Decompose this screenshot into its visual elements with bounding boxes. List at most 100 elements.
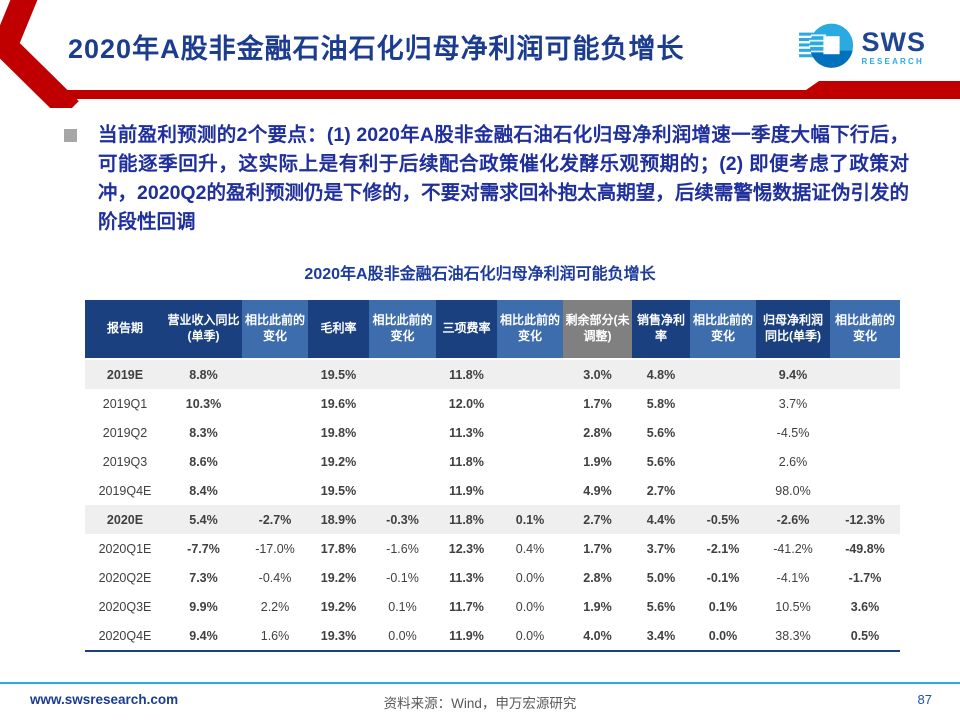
cell-value: 11.7% xyxy=(449,599,484,614)
cell-value: 3.6% xyxy=(850,599,880,614)
column-header: 毛利率 xyxy=(308,300,369,360)
cell-value xyxy=(242,359,308,389)
cell-value: 12.0% xyxy=(448,396,485,411)
cell-value xyxy=(369,476,436,505)
cell-value: 9.4% xyxy=(778,367,808,382)
cell-value xyxy=(242,418,308,447)
cell-value xyxy=(369,418,436,447)
logo-sub-text: RESEARCH xyxy=(861,56,924,66)
column-header: 相比此前的变化 xyxy=(369,300,436,360)
cell-value: 19.5% xyxy=(320,367,357,382)
cell-value: -0.1% xyxy=(706,570,740,585)
cell-value: -1.6% xyxy=(386,541,419,556)
cell-value: -0.5% xyxy=(706,512,740,527)
cell-value xyxy=(690,447,756,476)
cell-value xyxy=(830,418,900,447)
cell-value: 1.7% xyxy=(583,541,612,556)
cell-value xyxy=(497,359,563,389)
cell-value: 5.4% xyxy=(189,512,218,527)
table-row: 2020Q1E -7.7% -17.0% 17.8% -1.6% 12.3% 0.4% 1.7… xyxy=(85,534,900,563)
cell-value: 0.1% xyxy=(515,512,545,527)
cell-value: 0.1% xyxy=(708,599,738,614)
column-header: 报告期 xyxy=(85,300,165,360)
column-header: 相比此前的变化 xyxy=(242,300,308,360)
cell-value: 4.9% xyxy=(583,483,612,498)
cell-value: 0.0% xyxy=(515,570,545,585)
cell-value xyxy=(830,447,900,476)
column-header: 相比此前的变化 xyxy=(497,300,563,360)
table-row: 2019Q4E 8.4% 19.5% 11.9% 4.9% 2.7% 98.0% xyxy=(85,476,900,505)
bullet-square-marker xyxy=(64,129,77,142)
cell-value: 11.8% xyxy=(449,454,484,469)
table-row: 2020E 5.4% -2.7% 18.9% -0.3% 11.8% 0.1% 2.7% 4.4… xyxy=(85,505,900,534)
sws-logo: SWS RESEARCH xyxy=(799,20,926,74)
cell-value: 12.3% xyxy=(448,541,485,556)
table-row: 2019Q3 8.6% 19.2% 11.8% 1.9% 5.6% 2.6% xyxy=(85,447,900,476)
table-row: 2020Q2E 7.3% -0.4% 19.2% -0.1% 11.3% 0.0% 2.8% 5… xyxy=(85,563,900,592)
cell-value: -17.0% xyxy=(255,541,295,556)
cell-value: 3.7% xyxy=(646,541,676,556)
cell-value: 4.8% xyxy=(646,367,676,382)
cell-value: -0.1% xyxy=(386,570,419,585)
cell-value: 5.6% xyxy=(646,599,676,614)
cell-period: 2019Q1 xyxy=(102,396,148,411)
cell-value: 19.2% xyxy=(320,599,357,614)
cell-period: 2019Q4E xyxy=(98,483,152,498)
cell-value: -12.3% xyxy=(845,512,885,527)
cell-value: 11.3% xyxy=(449,425,484,440)
cell-value: 18.9% xyxy=(320,512,357,527)
cell-value: 2.8% xyxy=(583,570,612,585)
footer-page-number: 87 xyxy=(917,692,932,707)
cell-value: 19.3% xyxy=(308,621,369,652)
cell-period: 2020Q1E xyxy=(98,541,152,556)
cell-value: 19.5% xyxy=(320,483,357,498)
cell-period: 2020Q4E xyxy=(85,621,165,652)
table-row: 2019Q2 8.3% 19.8% 11.3% 2.8% 5.6% -4.5% xyxy=(85,418,900,447)
cell-value: 1.6% xyxy=(242,621,308,652)
table-header-row: 报告期 营业收入同比(单季) 相比此前的变化 毛利率 相比此前的变化 三项费率 相比此前的变… xyxy=(85,300,900,360)
cell-value: 0.4% xyxy=(515,541,545,556)
cell-value: 0.0% xyxy=(369,621,436,652)
cell-value xyxy=(690,476,756,505)
cell-period: 2020E xyxy=(106,512,144,527)
column-header: 相比此前的变化 xyxy=(690,300,756,360)
cell-value: 0.0% xyxy=(497,621,563,652)
cell-value: -4.5% xyxy=(776,425,810,440)
table-row: 2019E 8.8% 19.5% 11.8% 3.0% 4.8% 9.4% xyxy=(85,359,900,389)
cell-value: -2.1% xyxy=(706,541,740,556)
cell-period: 2020Q3E xyxy=(98,599,152,614)
cell-value: 3.4% xyxy=(632,621,690,652)
cell-value: -0.3% xyxy=(386,512,419,527)
footer-divider xyxy=(0,682,960,684)
header: 2020年A股非金融石油石化归母净利润可能负增长 xyxy=(0,0,960,108)
cell-value: 1.7% xyxy=(583,396,612,411)
cell-value: 0.1% xyxy=(388,599,417,614)
cell-value: 8.3% xyxy=(189,425,218,440)
cell-value: 19.8% xyxy=(320,425,357,440)
table-row: 2020Q4E 9.4% 1.6% 19.3% 0.0% 11.9% 0.0% 4.0% 3.4… xyxy=(85,621,900,652)
cell-value: 9.4% xyxy=(165,621,242,652)
cell-value: 11.9% xyxy=(449,483,484,498)
cell-value: 1.9% xyxy=(583,599,612,614)
cell-value: 0.5% xyxy=(830,621,900,652)
cell-value: 2.7% xyxy=(583,512,612,527)
footer-source-note: 资料来源：Wind，申万宏源研究 xyxy=(383,696,577,711)
cell-value: 4.0% xyxy=(563,621,632,652)
cell-value: 98.0% xyxy=(775,483,811,498)
logo-brand-text: SWS xyxy=(861,26,926,57)
cell-value: 11.8% xyxy=(449,367,484,382)
cell-value xyxy=(497,389,563,418)
cell-value xyxy=(242,389,308,418)
cell-value: 3.7% xyxy=(778,396,808,411)
cell-value: 17.8% xyxy=(320,541,357,556)
cell-value: 2.7% xyxy=(646,483,676,498)
column-header: 销售净利率 xyxy=(632,300,690,360)
cell-value: 5.6% xyxy=(646,454,676,469)
cell-value: 0.0% xyxy=(690,621,756,652)
cell-value: 38.3% xyxy=(756,621,830,652)
cell-period: 2020Q2E xyxy=(98,570,152,585)
cell-value xyxy=(690,418,756,447)
cell-value: 5.6% xyxy=(646,425,676,440)
key-points-block: 当前盈利预测的2个要点：(1) 2020年A股非金融石油石化归母净利润增速一季度… xyxy=(64,121,909,237)
cell-period: 2019E xyxy=(106,367,144,382)
